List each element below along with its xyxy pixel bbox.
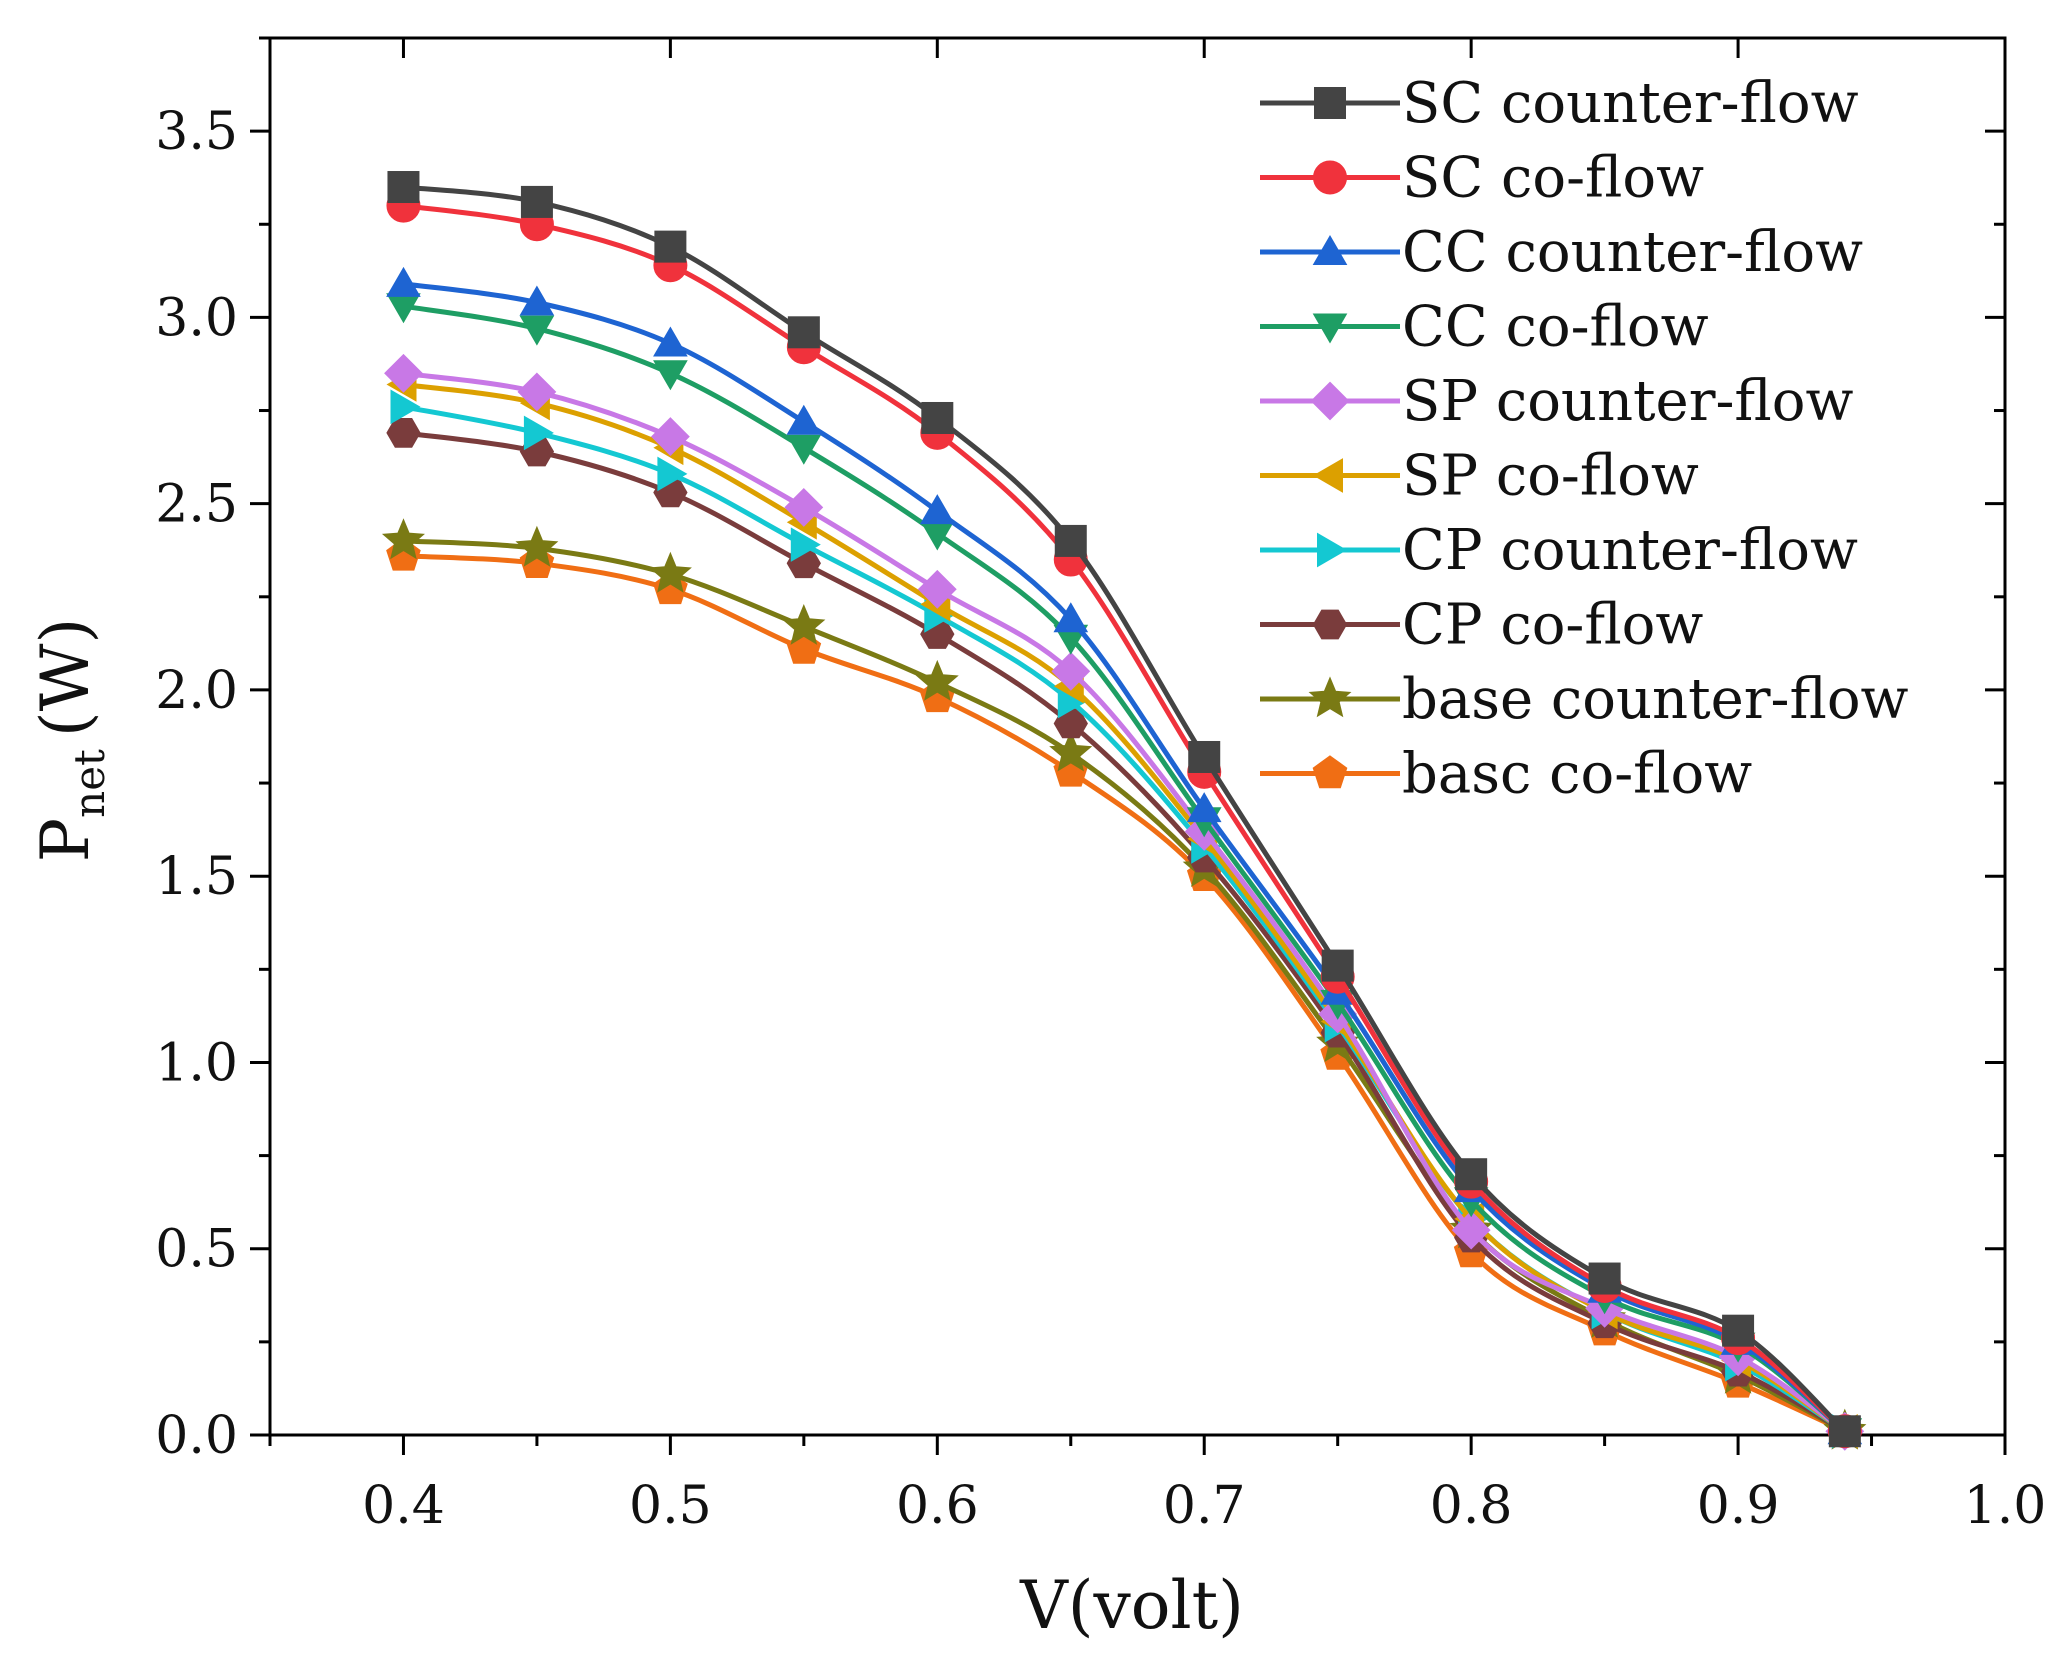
y-tick-label: 0.0 [155, 1406, 238, 1466]
x-tick-label: 1.0 [1964, 1476, 2047, 1536]
legend-label: SP co-flow [1402, 444, 1699, 509]
data-point [657, 456, 688, 492]
x-tick-label: 0.5 [629, 1476, 712, 1536]
legend-marker [1313, 458, 1343, 493]
data-point [915, 659, 959, 701]
y-tick-label: 0.5 [155, 1220, 238, 1280]
legend-marker [1312, 235, 1348, 265]
legend-label: CP counter-flow [1402, 518, 1858, 583]
y-axis-title-main: P [27, 818, 104, 862]
y-tick-label: 3.5 [155, 102, 238, 162]
legend-label: SC co-flow [1402, 146, 1704, 211]
legend-label: SP counter-flow [1402, 369, 1853, 434]
legend-item: CP counter-flow [1260, 518, 1858, 583]
data-point [1053, 602, 1089, 633]
data-point [386, 418, 421, 448]
data-point [784, 487, 824, 527]
data-point [384, 353, 423, 393]
data-point [1722, 1314, 1755, 1347]
data-point [919, 494, 955, 525]
legend-item: SC counter-flow [1260, 71, 1859, 136]
legend-item: SC co-flow [1260, 146, 1704, 211]
x-tick-label: 0.8 [1430, 1476, 1513, 1536]
data-point [1451, 1210, 1491, 1250]
legend-marker [1317, 532, 1347, 568]
y-tick-label: 3.0 [155, 288, 238, 348]
data-point [381, 518, 425, 560]
legend-label: base counter-flow [1402, 667, 1909, 732]
data-point [1054, 524, 1087, 557]
legend-marker [1314, 87, 1346, 119]
data-point [1321, 949, 1354, 982]
legend-marker [1312, 609, 1348, 640]
data-point [654, 230, 687, 263]
data-point [787, 316, 820, 349]
data-point [519, 285, 555, 316]
legend: SC counter-flow SC co-flow CC counter-flow… [1260, 71, 1909, 807]
legend-marker [1312, 313, 1348, 344]
legend-label: CC counter-flow [1402, 220, 1863, 285]
y-axis-title-sub: net [65, 749, 114, 818]
legend-marker [1313, 160, 1347, 195]
data-point [653, 326, 688, 357]
legend-item: CC co-flow [1260, 295, 1709, 360]
data-point [1049, 730, 1093, 772]
data-point [653, 360, 688, 391]
data-point [917, 569, 957, 609]
legend-label: basc co-flow [1402, 742, 1752, 807]
data-point [782, 603, 826, 645]
y-axis-title: Pnet (W) [27, 618, 114, 863]
data-point [790, 527, 821, 562]
y-tick-label: 2.0 [155, 661, 238, 721]
y-tick-label: 2.5 [155, 475, 238, 535]
data-point [1186, 792, 1222, 823]
data-point [523, 415, 554, 451]
data-point [517, 372, 557, 412]
axes: 0.4 0.5 0.6 0.7 0.8 0.9 1.0 0.0 0.5 1.0 1.5 2.0 2.5 3… [155, 36, 2047, 1536]
data-point [921, 401, 954, 434]
data-point [520, 185, 553, 218]
data-point [648, 551, 692, 593]
series-layer [381, 171, 1867, 1451]
x-tick-label: 0.6 [896, 1476, 979, 1536]
legend-marker [1310, 381, 1350, 421]
legend-label: CC co-flow [1402, 295, 1709, 360]
legend-item: SP counter-flow [1260, 369, 1853, 434]
data-point [650, 417, 690, 457]
data-point [1588, 1262, 1621, 1295]
legend-item: CC counter-flow [1260, 220, 1863, 285]
x-tick-label: 0.9 [1697, 1476, 1780, 1536]
legend-marker [1312, 755, 1348, 789]
legend-item: SP co-flow [1260, 444, 1699, 509]
y-tick-label: 1.0 [155, 1033, 238, 1093]
series-sc-counter-flow [387, 171, 1861, 1448]
y-tick-label: 1.5 [155, 847, 238, 907]
legend-label: SC counter-flow [1402, 71, 1859, 136]
data-point [386, 266, 421, 297]
legend-item: base counter-flow [1260, 667, 1909, 732]
x-tick-label: 0.7 [1163, 1476, 1246, 1536]
data-point [1455, 1158, 1488, 1191]
data-point [786, 404, 822, 435]
data-point [515, 525, 559, 567]
data-point [519, 315, 555, 346]
x-axis-title: V(volt) [1019, 1567, 1244, 1644]
plot-border [268, 36, 2007, 1437]
x-tick-label: 0.4 [362, 1476, 445, 1536]
data-point [1188, 740, 1221, 773]
svg-text:Pnet(W): Pnet (W) [27, 618, 114, 863]
y-axis-title-unit: (W) [27, 618, 104, 737]
data-point [1051, 651, 1091, 691]
data-point [786, 434, 822, 465]
plot-frame [268, 36, 2007, 1437]
legend-item: CP co-flow [1260, 593, 1703, 658]
legend-marker [1308, 676, 1352, 718]
data-point [1828, 1415, 1861, 1448]
data-point [919, 520, 955, 551]
legend-label: CP co-flow [1402, 593, 1703, 658]
legend-item: basc co-flow [1260, 742, 1752, 807]
data-point [387, 171, 420, 204]
data-point [390, 389, 421, 425]
